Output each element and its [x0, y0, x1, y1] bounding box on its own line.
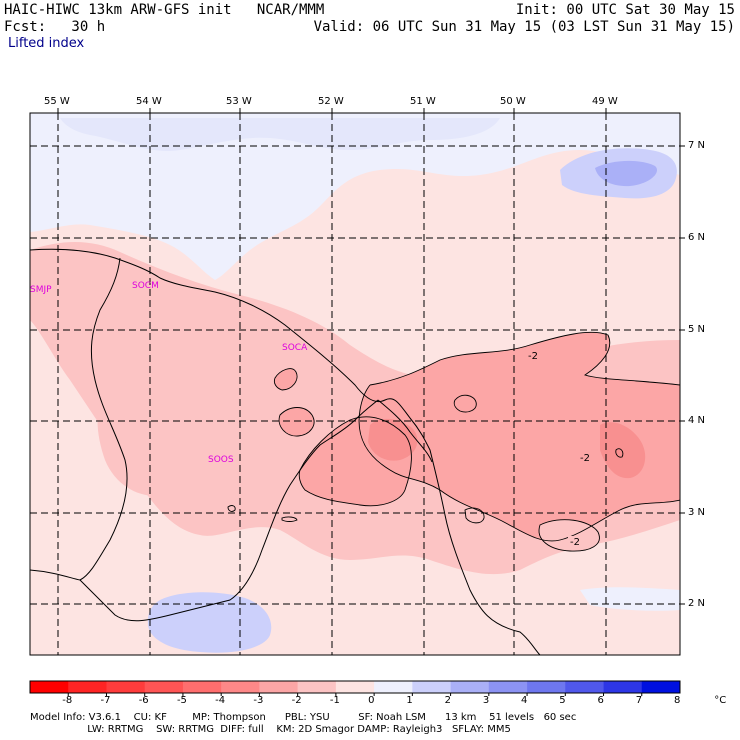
colorbar-label: -2 [291, 695, 302, 706]
lat-label: 5 N [688, 324, 706, 335]
colorbar-swatch [106, 681, 146, 693]
colorbar-label: -6 [138, 695, 149, 706]
colorbar-swatch [565, 681, 604, 693]
frame-ticks [57, 108, 685, 605]
colorbar-label: -4 [215, 695, 226, 706]
lat-label: 7 N [688, 140, 706, 151]
colorbar-swatch [297, 681, 337, 693]
colorbar-label: -1 [329, 695, 340, 706]
colorbar-label: 0 [368, 695, 375, 706]
valid-time: Valid: 06 UTC Sun 31 May 15 (03 LST Sun … [313, 19, 735, 35]
lon-label: 51 W [410, 96, 436, 107]
colorbar-swatch [641, 681, 681, 693]
colorbar-label: -7 [100, 695, 111, 706]
graticule [30, 113, 680, 655]
colorbar-swatch [488, 681, 528, 693]
contour-label: -2 [570, 537, 580, 548]
lon-label: 52 W [318, 96, 344, 107]
station-soos: SOOS [208, 455, 234, 465]
lon-label: 54 W [136, 96, 162, 107]
colorbar-frame [29, 680, 681, 694]
forecast-hour: Fcst: 30 h [4, 19, 106, 35]
colorbar-label: -3 [253, 695, 264, 706]
colorbar-swatch [374, 681, 413, 693]
contour-label: -2 [580, 453, 590, 464]
shade-blue-north-inner [60, 118, 500, 152]
shade-red-core-2 [600, 422, 646, 479]
colorbar-label: 2 [444, 695, 451, 706]
colorbar-swatch [335, 681, 375, 693]
lon-label: 55 W [44, 96, 70, 107]
colorbar-swatch [450, 681, 490, 693]
colorbar-label: 3 [482, 695, 490, 706]
colorbar-swatch [30, 681, 69, 693]
colorbar-swatch [603, 681, 643, 693]
contour-label: -2 [528, 351, 538, 362]
shade-red-small-1 [274, 368, 298, 390]
lat-label: 4 N [688, 415, 706, 426]
colorbar-swatch [182, 681, 222, 693]
colorbar-label: °C [714, 695, 727, 706]
colorbar-label: -8 [62, 695, 73, 706]
model-title: HAIC-HIWC 13km ARW-GFS init NCAR/MMM [4, 2, 325, 18]
lat-label: 6 N [688, 232, 706, 243]
colorbar-swatch [144, 681, 184, 693]
colorbar-label: 7 [635, 695, 643, 706]
colorbar-swatch [527, 681, 566, 693]
station-soca: SOCA [282, 343, 308, 353]
lon-label: 49 W [592, 96, 618, 107]
colorbar-label: 8 [674, 695, 681, 706]
colorbar-label: 5 [559, 695, 566, 706]
lifted-index-contours [227, 331, 680, 552]
lon-label: 50 W [500, 96, 526, 107]
colorbar-label: 4 [521, 695, 528, 706]
shade-blue-ne-core [595, 160, 658, 187]
colorbar-label: -5 [176, 695, 187, 706]
colorbar-swatch [412, 681, 451, 693]
shade-blue-se [580, 587, 680, 611]
colorbar-swatch [259, 681, 298, 693]
coastline-borders [30, 248, 541, 655]
colorbar-swatch [68, 681, 107, 693]
shade-red-core-1 [368, 418, 418, 461]
shade-blue-south [147, 592, 272, 653]
lat-label: 2 N [688, 598, 706, 609]
station-smjp: SMJP [30, 285, 52, 295]
field-name: Lifted index [8, 36, 85, 51]
lat-label: 3 N [688, 507, 706, 518]
colorbar-swatch [221, 681, 260, 693]
map-frame [29, 112, 681, 656]
station-socm: SOCM [132, 281, 159, 291]
model-info-line2: LW: RRTMG SW: RRTMG DIFF: full KM: 2D Sm… [30, 724, 511, 735]
model-info-line1: Model Info: V3.6.1 CU: KF MP: Thompson P… [30, 712, 577, 723]
colorbar-label: 6 [597, 695, 604, 706]
shade-red-small-2 [279, 407, 315, 437]
colorbar [29, 680, 681, 696]
colorbar-label: 1 [406, 695, 413, 706]
init-time: Init: 00 UTC Sat 30 May 15 [515, 2, 735, 18]
shade-blue-north [30, 113, 680, 280]
lon-label: 53 W [226, 96, 252, 107]
